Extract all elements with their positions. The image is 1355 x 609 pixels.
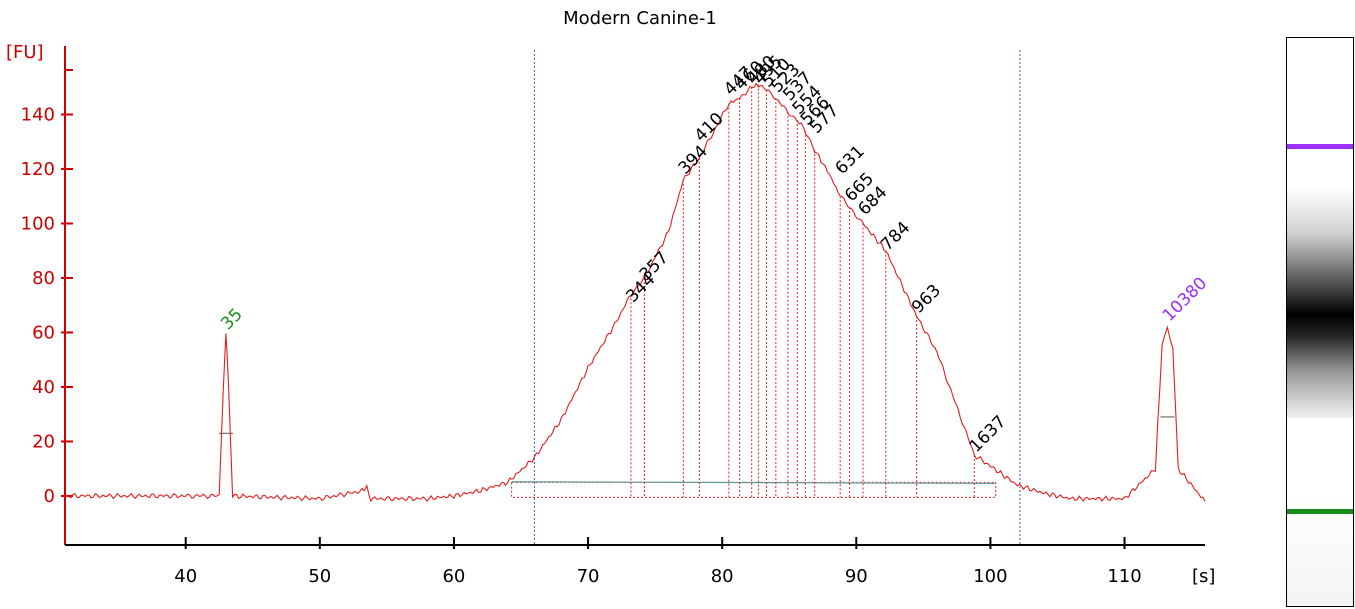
x-tick-label: 70: [577, 566, 600, 587]
peak-markers: [218, 84, 1175, 498]
chart-title: Modern Canine-1: [563, 8, 717, 29]
x-tick-label: 90: [845, 566, 868, 587]
region-baseline: [511, 481, 996, 485]
analysis-region: [511, 50, 1021, 545]
y-tick-label: 60: [32, 322, 55, 343]
peak-label-layer: 3534435739441044746048049551052353755456…: [217, 52, 1211, 457]
gel-lane: [1286, 37, 1354, 607]
x-axis-unit: [s]: [1192, 566, 1215, 587]
x-tick-label: 60: [442, 566, 465, 587]
y-tick-label: 120: [21, 159, 55, 180]
x-tick-label: 50: [308, 566, 331, 587]
peak-label: 963: [908, 281, 945, 318]
gel-smear: [1287, 188, 1353, 418]
lower-marker-band: [1287, 509, 1353, 514]
y-tick-label: 20: [32, 431, 55, 452]
peak-label: 394: [675, 142, 712, 179]
axes: 0 20 40 60 80 100 120 140 40 50 60 70 80 90 100 110: [21, 46, 1205, 587]
region-box: [511, 481, 997, 498]
x-tick-label: 80: [711, 566, 734, 587]
peak-label: 35: [217, 305, 246, 334]
trace-layer: [64, 82, 1206, 503]
peak-label: 1637: [966, 412, 1011, 457]
y-tick-label: 0: [44, 486, 55, 507]
peak-label: 784: [877, 218, 914, 255]
y-axis-unit: [FU]: [6, 42, 44, 63]
upper-marker-band: [1287, 144, 1353, 149]
peak-label: 10380: [1159, 273, 1211, 325]
electropherogram-chart: Modern Canine-1 [FU] [s] 0 20 40 60 80 100 120…: [6, 8, 1215, 587]
y-tick-label: 40: [32, 377, 55, 398]
trace-line: [64, 82, 1206, 503]
y-tick-label: 140: [21, 104, 55, 125]
y-tick-label: 80: [32, 268, 55, 289]
x-tick-label: 40: [174, 566, 197, 587]
x-tick-label: 100: [973, 566, 1007, 587]
x-tick-label: 110: [1107, 566, 1141, 587]
y-tick-label: 100: [21, 213, 55, 234]
